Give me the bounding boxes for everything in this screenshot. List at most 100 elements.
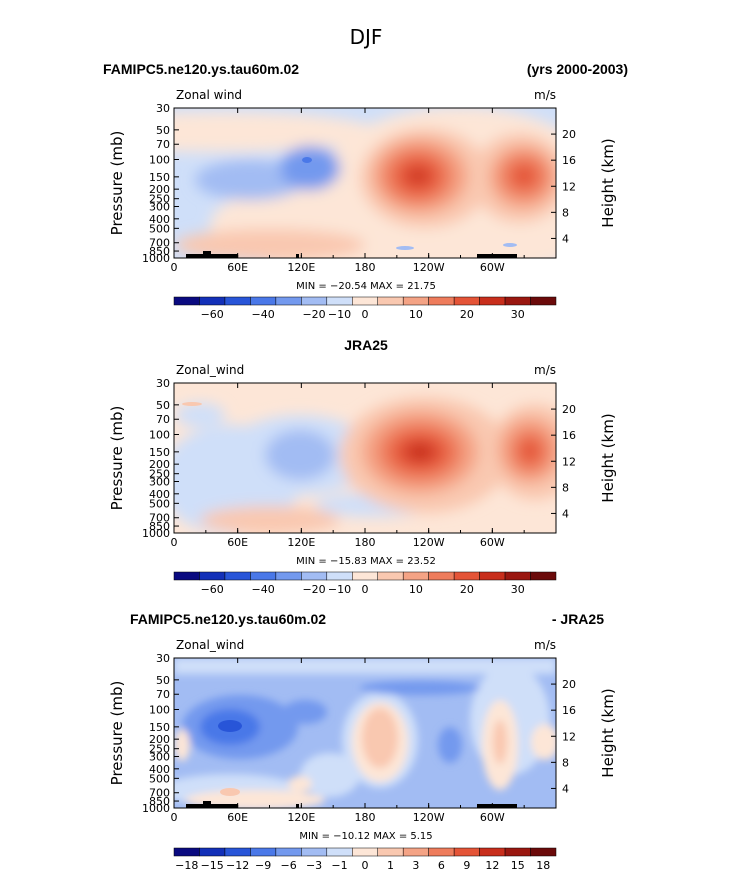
y-tick-label: 700 [149,787,170,800]
colorbar-swatch [173,296,200,306]
colorbar-label: 1 [387,859,394,872]
y-tick-label: 50 [156,399,170,412]
y-tick-label: 250 [149,743,170,756]
y-tick-label: 150 [149,446,170,459]
y-tick-label: 300 [149,200,170,213]
colorbar-swatch [479,847,506,857]
colorbar-swatch [453,847,480,857]
colorbar-label: 9 [463,859,470,872]
y-tick-label: 150 [149,171,170,184]
colorbar-swatch [428,296,455,306]
colorbar-2: −18 −15 −12 −9 −6 −3 −1 0 1 3 6 9 12 15 18 [173,847,557,872]
colorbar-swatch [402,296,429,306]
x-tick-label: 180 [355,811,376,824]
colorbar-swatch [326,571,353,581]
colorbar-swatch [377,847,404,857]
colorbar-label: −15 [201,859,224,872]
y-tick-label: 30 [156,102,170,115]
colorbar-label: 10 [409,308,423,321]
colorbar-swatch [530,296,557,306]
y-tick-label: 200 [149,458,170,471]
y-tick-label: 70 [156,413,170,426]
y-tick-label: 700 [149,237,170,250]
colorbar-label: 20 [460,583,474,596]
colorbar-swatch [224,296,251,306]
colorbar-label: −18 [175,859,198,872]
colorbar-swatch [453,296,480,306]
y-right-tick-label: 16 [562,154,576,167]
colorbar-swatch [301,571,328,581]
colorbar-label: 0 [362,859,369,872]
colorbar-swatch [326,847,353,857]
y-tick-label: 70 [156,688,170,701]
panel-model-units: m/s [534,88,556,102]
x-tick-label: 60E [227,261,248,274]
y-tick-label: 250 [149,193,170,206]
colorbar-label: 0 [362,583,369,596]
x-tick-label: 60W [480,811,505,824]
y-right-tick-label: 8 [562,481,569,494]
panel-jra25: JRA25 Zonal_wind m/s [173,337,557,534]
colorbar-swatch [504,296,531,306]
colorbar-label: −40 [252,308,275,321]
colorbar-swatch [275,571,302,581]
y-right-axis-title: Height (km) [599,413,617,502]
y-tick-label: 850 [149,520,170,533]
colorbar-swatch [250,296,277,306]
y-tick-label: 50 [156,124,170,137]
colorbar-layer: −60 −40 −20 −10 0 10 20 30−60 −40 −20 −10 0 10 20 30−1… [173,296,557,872]
colorbar-label: 6 [438,859,445,872]
y-tick-label: 1000 [142,527,170,540]
panel-jra25-variable: Zonal_wind [176,363,244,377]
colorbar-swatch [504,571,531,581]
y-right-tick-label: 20 [562,678,576,691]
x-tick-label: 60E [227,536,248,549]
y-tick-label: 100 [149,704,170,717]
panel-difference-variable: Zonal_wind [176,638,244,652]
y-tick-label: 850 [149,245,170,258]
colorbar-0: −60 −40 −20 −10 0 10 20 30 [173,296,557,321]
colorbar-label: −12 [226,859,249,872]
colorbar-swatch [301,847,328,857]
colorbar-label: −10 [328,583,351,596]
colorbar-label: −1 [331,859,347,872]
colorbar-swatch [479,571,506,581]
colorbar-swatch [352,847,378,857]
colorbar-swatch [428,847,455,857]
y-right-tick-label: 16 [562,429,576,442]
y-tick-label: 70 [156,138,170,151]
y-tick-label: 30 [156,377,170,390]
colorbar-swatch [224,847,251,857]
y-tick-label: 300 [149,475,170,488]
colorbar-1: −60 −40 −20 −10 0 10 20 30 [173,571,557,596]
colorbar-swatch [250,847,277,857]
y-tick-label: 250 [149,468,170,481]
x-tick-label: 0 [171,811,178,824]
colorbar-label: −20 [302,583,325,596]
y-right-tick-label: 4 [562,232,569,245]
y-right-tick-label: 4 [562,782,569,795]
y-right-tick-label: 4 [562,507,569,520]
y-tick-label: 500 [149,222,170,235]
colorbar-swatch [428,571,455,581]
y-right-tick-label: 12 [562,455,576,468]
colorbar-label: 3 [412,859,419,872]
colorbar-label: −60 [201,583,224,596]
colorbar-label: 10 [409,583,423,596]
x-tick-label: 120E [287,261,315,274]
colorbar-label: 12 [485,859,499,872]
colorbar-label: 30 [511,583,525,596]
x-tick-label: 0 [171,261,178,274]
colorbar-swatch [530,847,557,857]
colorbar-swatch [199,296,226,306]
panel-model-variable: Zonal wind [176,88,242,102]
y-tick-label: 200 [149,183,170,196]
panel-model-right-title: (yrs 2000-2003) [527,61,628,77]
colorbar-label: −40 [252,583,275,596]
y-right-tick-label: 12 [562,180,576,193]
panel-0-axes: 0 60E 120E 180 120W 60W3050701001502002503004… [108,102,617,292]
panel-difference-units: m/s [534,638,556,652]
y-right-tick-label: 12 [562,730,576,743]
colorbar-label: 0 [362,308,369,321]
colorbar-label: −20 [302,308,325,321]
